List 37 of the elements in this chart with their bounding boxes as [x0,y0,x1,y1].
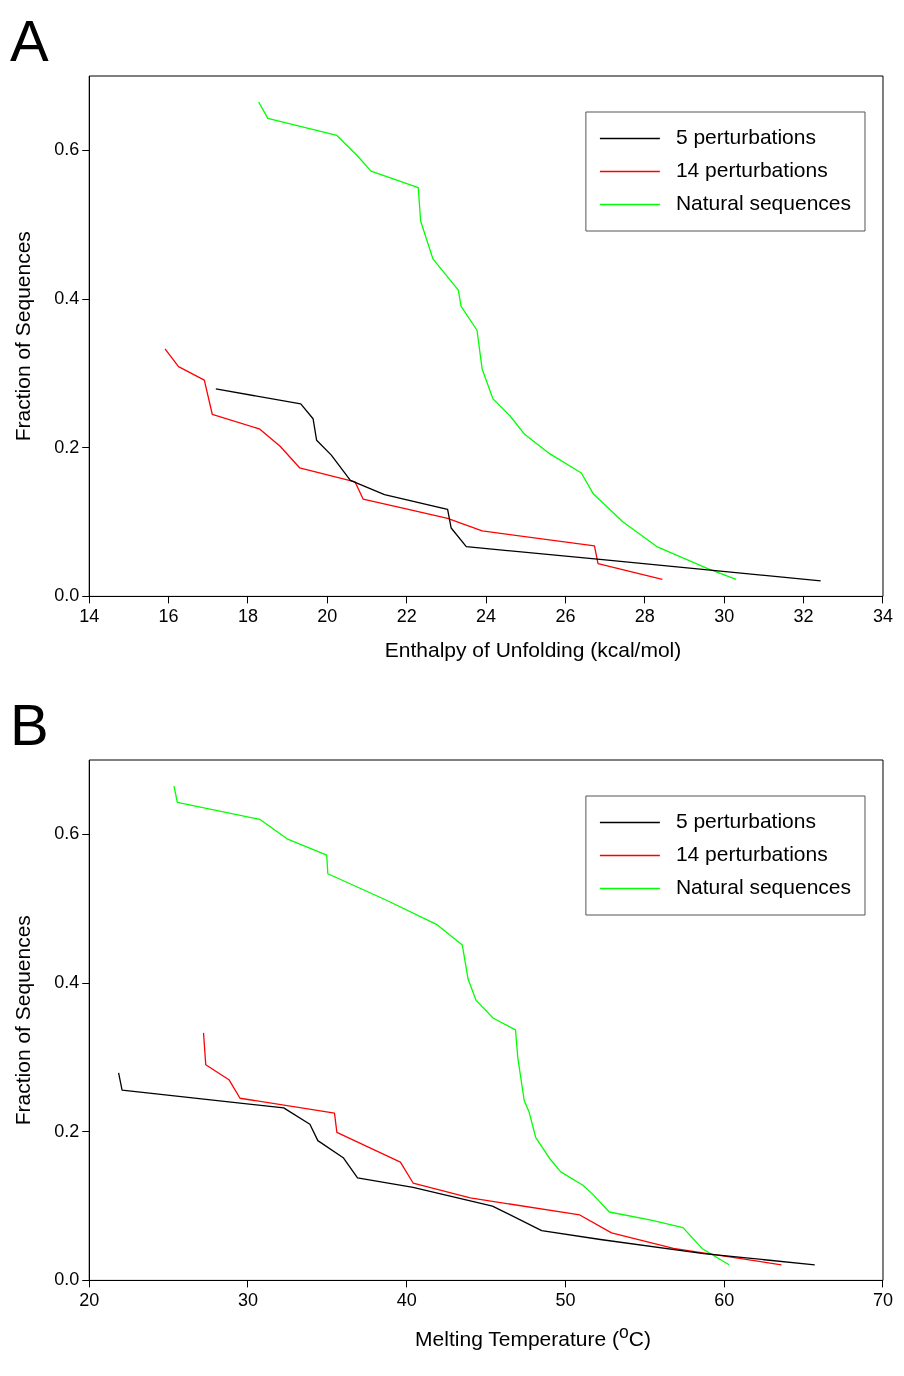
x-tick-label: 24 [476,606,497,627]
x-axis-title: Melting Temperature ($^{o}$C) [414,1322,652,1351]
x-tick-label: 30 [237,1290,258,1311]
x-tick-label: 20 [317,606,338,627]
y-tick-label: 0.6 [54,139,80,160]
x-tick-label: 20 [79,1290,100,1311]
x-tick-label: 50 [555,1290,576,1311]
x-axis-title: Enthalpy of Unfolding (kcal/mol) [383,638,683,662]
x-tick-label: 16 [158,606,179,627]
y-tick-label: 0.0 [54,585,80,606]
x-tick-label: 30 [714,606,735,627]
y-axis-title: Fraction of Sequences [11,231,35,442]
legend-label: 14 perturbations [675,158,828,182]
x-tick-label: 22 [396,606,417,627]
x-tick-label: 14 [79,606,100,627]
x-tick-label: 26 [555,606,576,627]
y-tick-label: 0.0 [54,1269,80,1290]
y-tick-label: 0.2 [54,436,80,457]
y-tick-label: 0.2 [54,1120,80,1141]
x-tick-label: 32 [793,606,814,627]
y-tick-label: 0.4 [54,288,80,308]
legend-label: 5 perturbations [675,125,816,149]
x-tick-label: 28 [634,606,655,627]
y-axis-title: Fraction of Sequences [11,915,35,1126]
x-tick-label: 34 [872,606,893,627]
legend-label: Natural sequences [675,875,851,899]
legend-label: 5 perturbations [675,809,816,833]
x-tick-label: 60 [714,1290,735,1311]
y-tick-label: 0.6 [54,823,80,844]
legend-label: 14 perturbations [675,842,828,866]
y-tick-label: 0.4 [54,972,80,992]
chart-title: B [10,692,49,758]
x-tick-label: 40 [396,1290,417,1311]
x-tick-label: 70 [872,1290,893,1311]
chart-title: A [10,8,49,74]
x-tick-label: 18 [237,606,258,627]
legend-label: Natural sequences [675,191,851,215]
